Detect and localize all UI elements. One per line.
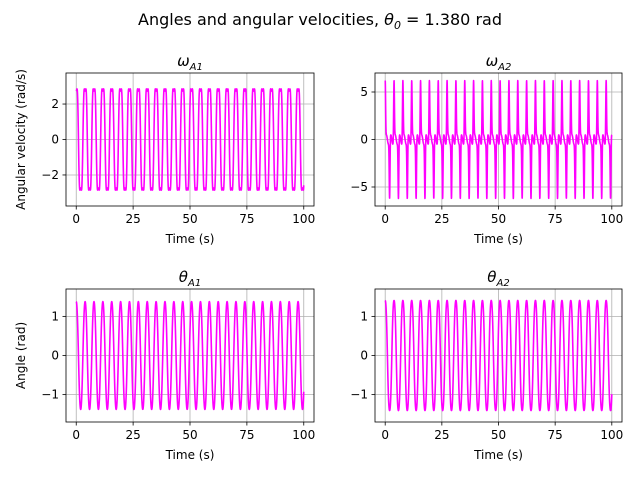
x-tick-label: 100: [292, 212, 315, 226]
x-tick-label: 0: [381, 212, 389, 226]
y-tick-label: 1: [51, 309, 59, 323]
x-tick-label: 25: [434, 428, 449, 442]
x-axis-label: Time (s): [473, 448, 523, 462]
x-tick-label: 75: [548, 212, 563, 226]
y-axis-label: Angle (rad): [14, 322, 28, 389]
y-tick-label: 0: [51, 349, 59, 363]
x-axis-label: Time (s): [165, 448, 215, 462]
y-tick-label: 0: [360, 133, 368, 147]
y-tick-label: −1: [350, 388, 368, 402]
data-line: [75, 88, 305, 191]
data-line: [384, 299, 613, 412]
x-tick-label: 100: [292, 428, 315, 442]
x-tick-label: 75: [239, 428, 254, 442]
y-tick-label: 5: [360, 85, 368, 99]
y-tick-label: −1: [41, 388, 59, 402]
y-tick-label: −5: [350, 180, 368, 194]
data-line: [384, 79, 613, 200]
figure-suptitle: Angles and angular velocities, θ0 = 1.38…: [138, 10, 502, 32]
subplot-2: 0 25 50 75 100 −5 0 5 ωA2 Time (s): [350, 52, 623, 246]
y-tick-label: 0: [360, 349, 368, 363]
y-tick-label: 1: [360, 309, 368, 323]
x-tick-label: 75: [548, 428, 563, 442]
x-tick-label: 50: [491, 212, 506, 226]
x-tick-label: 0: [72, 212, 80, 226]
x-tick-label: 100: [600, 428, 623, 442]
subplot-title: ωA1: [177, 52, 203, 73]
x-tick-label: 25: [125, 212, 140, 226]
x-tick-label: 50: [182, 428, 197, 442]
subplot-3: 0 25 50 75 100 −1 0 1 θA1 Time (s) Angle (rad): [14, 268, 315, 462]
subplot-title: ωA2: [486, 52, 512, 73]
x-tick-label: 50: [491, 428, 506, 442]
subplot-title: θA2: [487, 268, 509, 289]
suptitle-symbol: θ: [384, 10, 394, 29]
subplot-1: 0 25 50 75 100 −2 0 2 ωA1 Time (s) Angular velocit…: [14, 52, 315, 246]
x-tick-label: 100: [600, 212, 623, 226]
x-tick-label: 25: [125, 428, 140, 442]
data-line: [75, 300, 305, 411]
y-tick-label: 2: [51, 97, 59, 111]
suptitle-value: = 1.380 rad: [401, 10, 502, 29]
subplot-4: 0 25 50 75 100 −1 0 1 θA2 Time (s): [350, 268, 623, 462]
x-axis-label: Time (s): [165, 232, 215, 246]
suptitle-main: Angles and angular velocities,: [138, 10, 384, 29]
x-axis-label: Time (s): [473, 232, 523, 246]
x-tick-label: 0: [381, 428, 389, 442]
x-tick-label: 0: [72, 428, 80, 442]
suptitle-subscript: 0: [394, 19, 401, 32]
subplot-title: θA1: [179, 268, 201, 289]
y-axis-label: Angular velocity (rad/s): [14, 69, 28, 210]
x-tick-label: 75: [239, 212, 254, 226]
x-tick-label: 50: [182, 212, 197, 226]
y-tick-label: 0: [51, 133, 59, 147]
x-tick-label: 25: [434, 212, 449, 226]
y-tick-label: −2: [41, 168, 59, 182]
